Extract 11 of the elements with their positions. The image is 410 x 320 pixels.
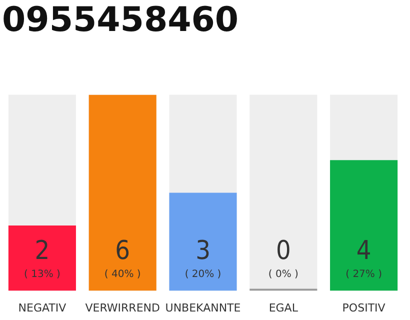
x-tick-label: EGAL [268,301,299,314]
data-label: 2 ( 13% ) [24,236,60,280]
x-tick-label: VERWIRREND [85,301,160,314]
chart-title: 0955458460 [2,0,239,40]
data-label: 4 ( 27% ) [346,236,382,280]
x-tick-label: NEGATIV [18,301,67,314]
data-label: 6 ( 40% ) [104,236,141,280]
x-tick-label: POSITIV [342,301,386,314]
data-label: 0 ( 0% ) [268,236,299,280]
x-tick-label: UNBEKANNTE [165,301,241,314]
data-label: 3 ( 20% ) [184,236,222,280]
